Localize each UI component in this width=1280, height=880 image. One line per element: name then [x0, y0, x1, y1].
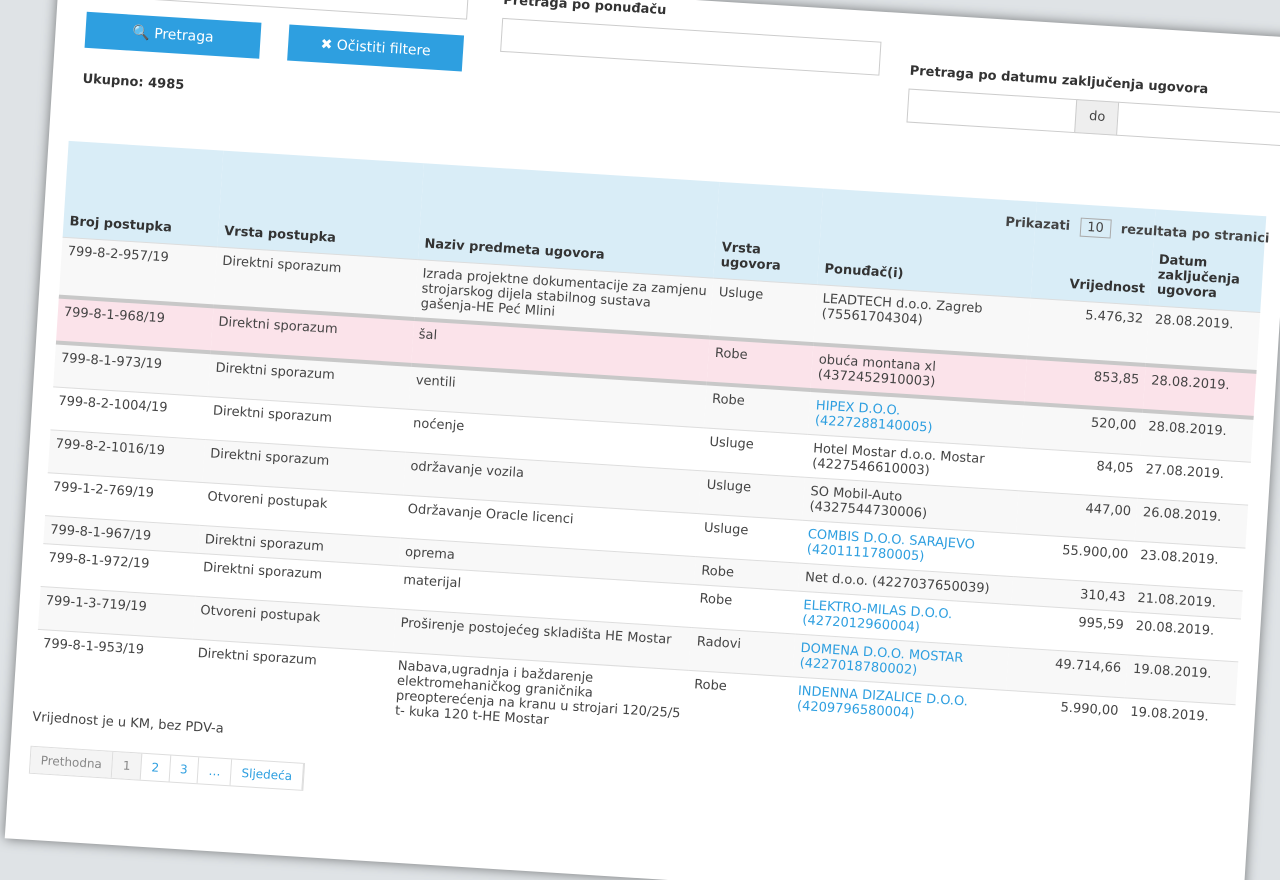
table-cell[interactable]: INDENNA DIZALICE D.O.O. (4209796580004) — [788, 676, 1007, 763]
clear-button[interactable]: ✖ Očistiti filtere — [287, 24, 465, 72]
table-cell: Usluge — [698, 470, 806, 521]
table-cell: 799-8-2-957/19 — [58, 237, 218, 307]
page-link[interactable]: … — [197, 757, 233, 786]
total: Ukupno: 4985 — [82, 71, 185, 94]
button-text: Pretraga — [153, 26, 215, 46]
column-header: Naziv predmeta ugovora — [417, 163, 720, 279]
table-cell: 28.08.2019. — [1143, 365, 1257, 418]
page-link[interactable]: 2 — [140, 753, 171, 782]
table-cell: 49.714,66 — [1006, 647, 1128, 698]
table-cell: Robe — [691, 584, 799, 635]
page-link[interactable]: 1 — [112, 751, 143, 780]
table-cell: 447,00 — [1016, 490, 1138, 542]
table-cell: 5.990,00 — [1001, 690, 1126, 771]
column-header: Vrsta ugovora — [713, 181, 824, 285]
table-cell: Usluge — [696, 513, 803, 564]
table-cell: 19.08.2019. — [1125, 654, 1239, 705]
bidder-input[interactable] — [500, 17, 882, 76]
button-text: Očistiti filtere — [336, 37, 432, 60]
search-button[interactable]: 🔍 Pretraga — [84, 11, 262, 59]
table-cell: 5.476,32 — [1027, 298, 1150, 366]
date-from[interactable] — [906, 88, 1079, 134]
table-cell: Direktni sporazum — [188, 639, 393, 725]
table-cell: 55.900,00 — [1013, 533, 1136, 585]
date-to-label: do — [1074, 99, 1121, 136]
page-link[interactable]: Sljedeća — [230, 759, 304, 790]
table-cell: 26.08.2019. — [1135, 498, 1249, 549]
table-cell: 28.08.2019. — [1140, 410, 1254, 463]
modal: 🔍 Pretraga ✖ Očistiti filtere Pretraga p… — [4, 0, 1280, 880]
column-header: Broj postupka — [62, 140, 224, 247]
table-cell: Usluge — [709, 278, 818, 345]
table-cell: 27.08.2019. — [1137, 455, 1251, 506]
page-size-select[interactable]: 10 — [1079, 217, 1112, 239]
page-link[interactable]: Prethodna — [29, 746, 114, 778]
column-header: Ponuđač(i) — [817, 188, 1038, 299]
table-cell: 853,85 — [1024, 357, 1147, 411]
table-cell: Usluge — [701, 427, 809, 478]
table-cell: 19.08.2019. — [1120, 697, 1236, 778]
table-cell: Robe — [707, 337, 814, 390]
table-cell: 995,59 — [1009, 604, 1131, 655]
table-cell: 84,05 — [1019, 447, 1141, 499]
table-cell: Robe — [704, 383, 811, 435]
page-link[interactable]: 3 — [169, 755, 200, 784]
table-cell: 20.08.2019. — [1127, 612, 1241, 662]
table-cell: Robe — [684, 670, 793, 750]
note: Vrijednost je u KM, bez PDV-a — [31, 709, 225, 737]
bidder-label: Pretraga po ponuđaču — [502, 0, 667, 19]
table-cell: 799-8-1-953/19 — [33, 629, 193, 712]
table-cell: 28.08.2019. — [1146, 305, 1261, 372]
column-header: Vrsta postupka — [217, 150, 424, 260]
table-cell: Radovi — [689, 627, 796, 677]
date-to[interactable] — [1116, 101, 1280, 147]
table-cell: 23.08.2019. — [1132, 541, 1246, 592]
pagination: Prethodna 1 2 3… Sljedeća — [28, 745, 305, 791]
table-cell: 520,00 — [1021, 403, 1144, 456]
